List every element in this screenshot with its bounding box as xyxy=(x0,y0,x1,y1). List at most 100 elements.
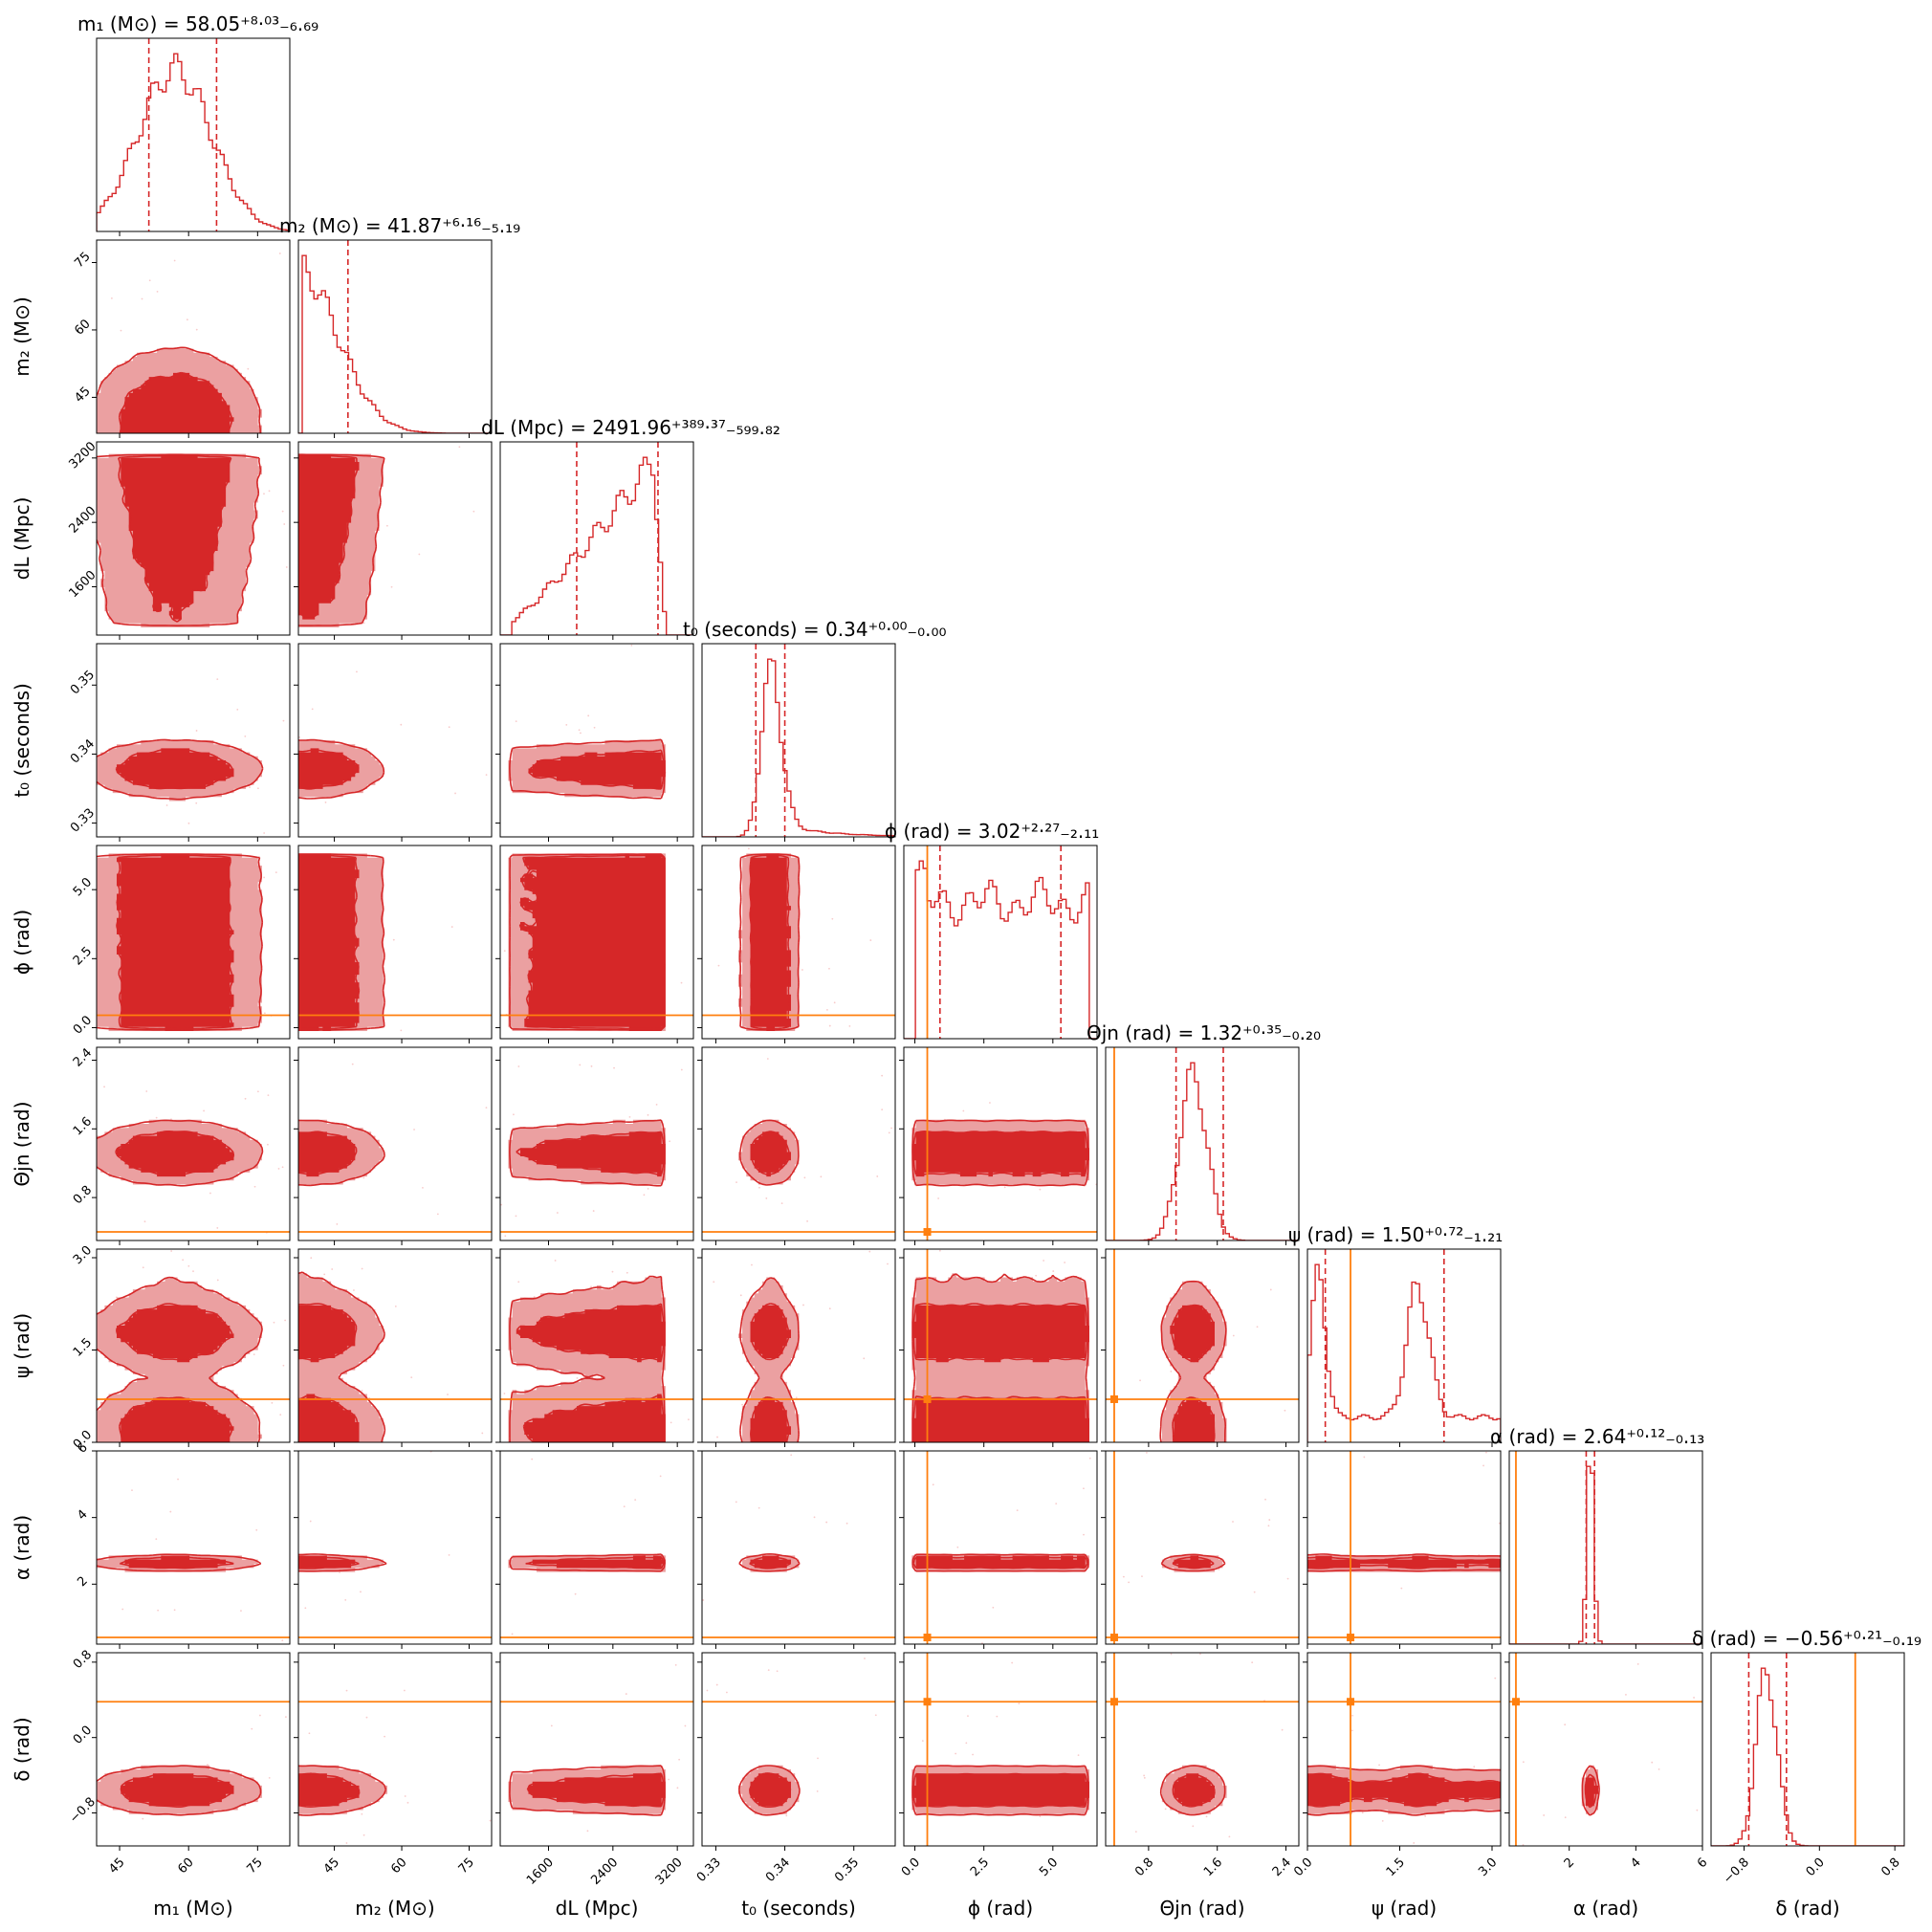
sample-point xyxy=(170,1250,173,1252)
sample-point xyxy=(1264,1498,1266,1501)
sample-point xyxy=(680,981,683,984)
sample-point xyxy=(1003,1186,1006,1189)
contour-fill-outer xyxy=(508,740,666,798)
y-axis-label-dL: dL (Mpc) xyxy=(11,497,33,581)
panel-frame xyxy=(701,1248,896,1443)
sample-point xyxy=(767,1669,770,1672)
sample-point xyxy=(757,1506,760,1509)
contour-line-inner xyxy=(120,1773,234,1808)
sample-point xyxy=(406,1801,409,1804)
contour-fill-inner xyxy=(124,1555,227,1569)
y-axis-label-phi: ϕ (rad) xyxy=(11,910,33,975)
sample-point xyxy=(489,1819,492,1822)
x-tick-label: 0.34 xyxy=(763,1855,793,1885)
contour-line-outer xyxy=(298,738,385,800)
sample-point xyxy=(816,1789,819,1792)
y-tick-label: 2.5 xyxy=(71,944,95,968)
sample-point xyxy=(659,1475,662,1478)
contour-fill-outer xyxy=(1307,1765,1501,1814)
contour-line-inner xyxy=(1172,1556,1215,1570)
histogram-alpha xyxy=(1509,1465,1702,1644)
panel-frame xyxy=(701,1652,896,1847)
sample-point xyxy=(170,1118,172,1121)
sample-point xyxy=(676,1787,679,1789)
contour-fill-inner xyxy=(117,1305,234,1442)
sample-point xyxy=(1088,1457,1091,1460)
sample-point xyxy=(1064,1262,1066,1263)
sample-point xyxy=(236,708,239,711)
contour-fill-outer xyxy=(97,853,262,1031)
sample-point xyxy=(1170,1653,1173,1656)
sample-point xyxy=(592,1210,595,1212)
sample-point xyxy=(625,1693,627,1695)
panel-m1-t0: 0.33 0.34 0.35 xyxy=(68,643,291,842)
contour-line-inner xyxy=(749,1772,792,1808)
sample-point xyxy=(392,938,395,941)
sample-point xyxy=(643,1194,646,1197)
sample-point xyxy=(422,1186,424,1189)
x-tick-label: 45 xyxy=(106,1855,127,1877)
sample-point xyxy=(1016,1509,1019,1512)
sample-point xyxy=(394,1305,397,1307)
sample-point xyxy=(780,1202,783,1205)
panel-frame xyxy=(96,1248,291,1443)
contour-fill-inner xyxy=(121,1773,234,1807)
panel-t0-theta xyxy=(697,1046,896,1245)
sample-point xyxy=(972,1753,974,1756)
sample-point xyxy=(890,1127,892,1130)
sample-point xyxy=(576,1376,579,1379)
contour-line-inner xyxy=(912,1772,1088,1808)
panel-m1-alpha: 246 xyxy=(75,1440,291,1649)
sample-point xyxy=(454,792,456,795)
sample-point xyxy=(833,1001,836,1004)
contour-line-outer xyxy=(1160,1553,1226,1572)
contour-line-outer xyxy=(298,453,385,626)
sample-point xyxy=(795,1396,798,1399)
contour-line-outer xyxy=(97,738,264,801)
contour-line-outer xyxy=(1159,1280,1227,1442)
panel-dL-delta: 1600 2400 3200 xyxy=(495,1652,694,1888)
sample-point xyxy=(1268,1519,1271,1521)
panel-frame xyxy=(96,845,291,1040)
panel-frame xyxy=(1508,1652,1703,1847)
sample-point xyxy=(828,1307,831,1310)
truth-marker xyxy=(923,1698,932,1706)
sample-point xyxy=(826,1008,828,1011)
sample-point xyxy=(257,787,259,790)
y-tick-label: 0.33 xyxy=(68,806,98,836)
sample-point xyxy=(647,1187,649,1190)
x-tick-label: 1.5 xyxy=(1384,1855,1408,1879)
sample-point xyxy=(310,1257,313,1260)
y-tick-label: 60 xyxy=(72,317,93,338)
contour-fill-outer xyxy=(298,740,384,798)
sample-point xyxy=(323,1273,326,1276)
sample-point xyxy=(801,969,803,971)
panel-frame xyxy=(297,441,493,636)
sample-point xyxy=(1143,1776,1146,1779)
panel-frame xyxy=(297,1652,493,1847)
sample-point xyxy=(739,1294,742,1297)
sample-point xyxy=(258,1714,261,1717)
panel-frame xyxy=(499,1046,694,1241)
sample-point xyxy=(515,1215,517,1218)
panel-frame xyxy=(96,239,291,434)
sample-point xyxy=(1035,1274,1038,1277)
contour-line-outer xyxy=(97,453,262,626)
sample-point xyxy=(404,1795,406,1797)
contour-fill-outer xyxy=(298,1119,384,1185)
x-tick-label: −0.8 xyxy=(1721,1855,1752,1887)
contour-line-outer xyxy=(298,1553,387,1572)
sample-point xyxy=(304,1607,307,1610)
panel-frame xyxy=(1105,1046,1300,1241)
x-axis-label-m1: m₁ (M⊙) xyxy=(153,1897,232,1920)
y-tick-label: 45 xyxy=(72,384,93,406)
sample-point xyxy=(155,1116,158,1119)
panel-frame xyxy=(499,441,694,636)
sample-point xyxy=(887,1262,889,1265)
sample-point xyxy=(751,1263,753,1266)
sample-point xyxy=(556,1212,559,1214)
sample-point xyxy=(1564,1723,1567,1726)
contour-fill-outer xyxy=(737,1119,800,1185)
contour-line-inner xyxy=(115,1131,235,1175)
sample-point xyxy=(249,786,251,789)
